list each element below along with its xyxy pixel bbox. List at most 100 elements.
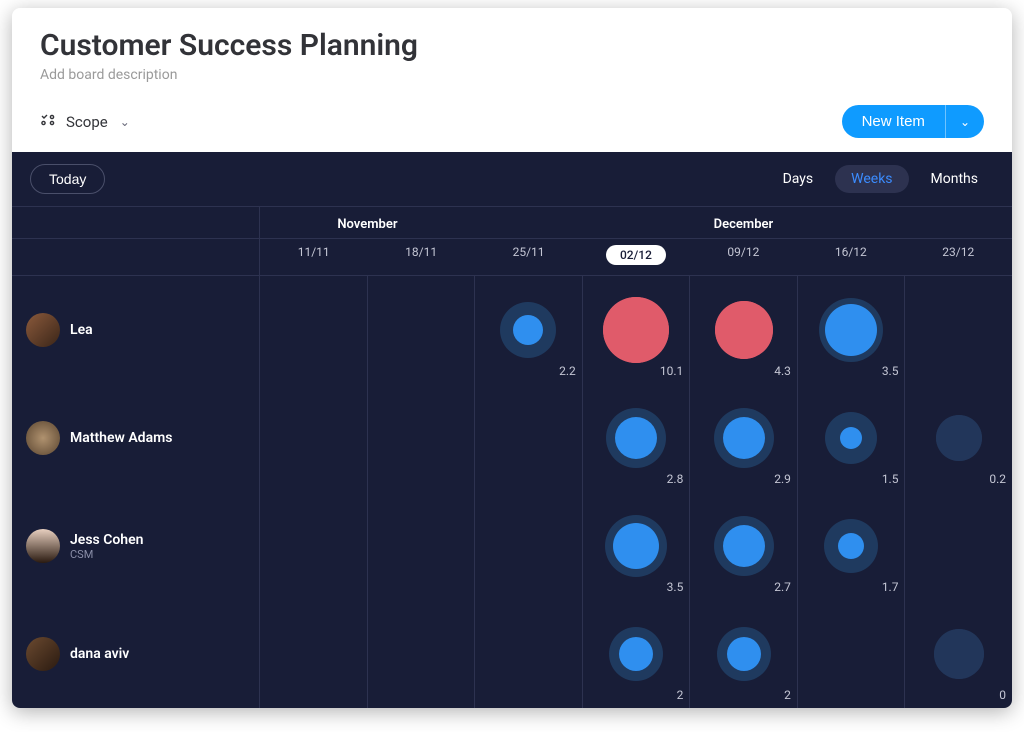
- workload-bubble: [500, 302, 556, 358]
- person-name: dana aviv: [70, 646, 129, 662]
- workload-cell[interactable]: [260, 276, 368, 384]
- board-toolbar: Today Days Weeks Months: [12, 152, 1012, 207]
- dates-header-row: 11/1118/1125/11 02/12 09/1216/1223/12: [12, 239, 1012, 276]
- page-subtitle[interactable]: Add board description: [40, 67, 984, 83]
- workload-board: Today Days Weeks Months NovemberDecember…: [12, 152, 1012, 708]
- workload-value: 2.9: [774, 472, 791, 486]
- bubble-cells: 2.2 10.1 4.3 3.5: [260, 276, 1012, 384]
- workload-cell[interactable]: [475, 384, 583, 492]
- workload-value: 0.2: [989, 472, 1006, 486]
- workload-value: 2.2: [559, 364, 576, 378]
- date-header-cell[interactable]: 11/11: [260, 239, 367, 275]
- date-header-cell[interactable]: 18/11: [367, 239, 474, 275]
- date-header-cell[interactable]: 02/12: [582, 239, 689, 275]
- workload-bubble-inner: [723, 417, 765, 459]
- workload-cell[interactable]: [475, 492, 583, 600]
- person-name: Matthew Adams: [70, 430, 172, 446]
- workload-cell[interactable]: [905, 492, 1012, 600]
- workload-cell[interactable]: [368, 600, 476, 708]
- header: Customer Success Planning Add board desc…: [12, 8, 1012, 95]
- workload-grid: Lea 2.2 10.1 4.3 3.5 Matthew Adams 2.8 2.9 1.5 0.…: [12, 276, 1012, 708]
- workload-bubble-inner: [838, 533, 864, 559]
- workload-bubble: [819, 298, 883, 362]
- scope-label: Scope: [66, 113, 108, 131]
- person-subtitle: CSM: [70, 548, 143, 561]
- today-button[interactable]: Today: [30, 164, 105, 194]
- date-header-cell[interactable]: 09/12: [690, 239, 797, 275]
- view-days[interactable]: Days: [767, 165, 830, 193]
- workload-value: 10.1: [660, 364, 683, 378]
- person-info: Matthew Adams: [70, 430, 172, 446]
- new-item-dropdown[interactable]: ⌄: [945, 105, 984, 138]
- workload-bubble-inner: [619, 637, 653, 671]
- workload-bubble: [714, 408, 774, 468]
- workload-bubble-inner: [723, 525, 765, 567]
- workload-value: 2: [784, 688, 791, 702]
- date-header-cell[interactable]: 16/12: [797, 239, 904, 275]
- workload-value: 1.7: [882, 580, 899, 594]
- workload-cell[interactable]: [260, 492, 368, 600]
- workload-cell[interactable]: 1.5: [798, 384, 906, 492]
- person-row: dana aviv 2 2 0: [12, 600, 1012, 708]
- person-row: Matthew Adams 2.8 2.9 1.5 0.2: [12, 384, 1012, 492]
- workload-cell[interactable]: [260, 384, 368, 492]
- date-header-cell[interactable]: 25/11: [475, 239, 582, 275]
- new-item-group: New Item ⌄: [842, 105, 984, 138]
- avatar: [26, 529, 60, 563]
- person-cell[interactable]: Jess CohenCSM: [12, 492, 260, 600]
- workload-bubble: [936, 415, 982, 461]
- workload-cell[interactable]: [260, 600, 368, 708]
- workload-value: 2.7: [774, 580, 791, 594]
- workload-cell[interactable]: 10.1: [583, 276, 691, 384]
- workload-cell[interactable]: [368, 384, 476, 492]
- toolbar: Scope ⌄ New Item ⌄: [12, 95, 1012, 152]
- workload-value: 2: [677, 688, 684, 702]
- workload-cell[interactable]: 2.2: [475, 276, 583, 384]
- workload-cell[interactable]: [798, 600, 906, 708]
- avatar: [26, 313, 60, 347]
- workload-bubble: [825, 412, 877, 464]
- view-weeks[interactable]: Weeks: [835, 165, 908, 193]
- workload-bubble: [605, 515, 667, 577]
- workload-cell[interactable]: 2.7: [690, 492, 798, 600]
- workload-cell[interactable]: 3.5: [583, 492, 691, 600]
- workload-cell[interactable]: [475, 600, 583, 708]
- new-item-button[interactable]: New Item: [842, 105, 945, 138]
- workload-bubble-inner: [603, 297, 669, 363]
- months-header-row: NovemberDecember: [12, 207, 1012, 239]
- workload-cell[interactable]: [368, 276, 476, 384]
- current-date-pill: 02/12: [606, 245, 666, 265]
- workload-value: 3.5: [882, 364, 899, 378]
- workload-cell[interactable]: 2.8: [583, 384, 691, 492]
- workload-bubble: [715, 301, 773, 359]
- workload-value: 0: [999, 688, 1006, 702]
- workload-cell[interactable]: 2: [583, 600, 691, 708]
- bubble-cells: 2.8 2.9 1.5 0.2: [260, 384, 1012, 492]
- view-switch: Days Weeks Months: [767, 165, 994, 193]
- header-spacer: [12, 239, 260, 275]
- workload-cell[interactable]: 2: [690, 600, 798, 708]
- person-info: Lea: [70, 322, 93, 338]
- workload-cell[interactable]: 3.5: [798, 276, 906, 384]
- workload-cell[interactable]: [905, 276, 1012, 384]
- person-name: Jess Cohen: [70, 532, 143, 548]
- workload-bubble: [824, 519, 878, 573]
- date-header-cell[interactable]: 23/12: [905, 239, 1012, 275]
- workload-bubble-inner: [715, 301, 773, 359]
- view-months[interactable]: Months: [915, 165, 994, 193]
- bubble-cells: 3.5 2.7 1.7: [260, 492, 1012, 600]
- workload-cell[interactable]: 1.7: [798, 492, 906, 600]
- workload-value: 4.3: [774, 364, 791, 378]
- workload-value: 2.8: [667, 472, 684, 486]
- workload-cell[interactable]: [368, 492, 476, 600]
- workload-cell[interactable]: 0: [905, 600, 1012, 708]
- workload-cell[interactable]: 0.2: [905, 384, 1012, 492]
- page-title[interactable]: Customer Success Planning: [40, 28, 984, 63]
- workload-cell[interactable]: 2.9: [690, 384, 798, 492]
- scope-dropdown[interactable]: Scope ⌄: [40, 113, 130, 131]
- person-cell[interactable]: dana aviv: [12, 600, 260, 708]
- chevron-down-icon: ⌄: [960, 115, 970, 129]
- person-cell[interactable]: Matthew Adams: [12, 384, 260, 492]
- workload-cell[interactable]: 4.3: [690, 276, 798, 384]
- person-cell[interactable]: Lea: [12, 276, 260, 384]
